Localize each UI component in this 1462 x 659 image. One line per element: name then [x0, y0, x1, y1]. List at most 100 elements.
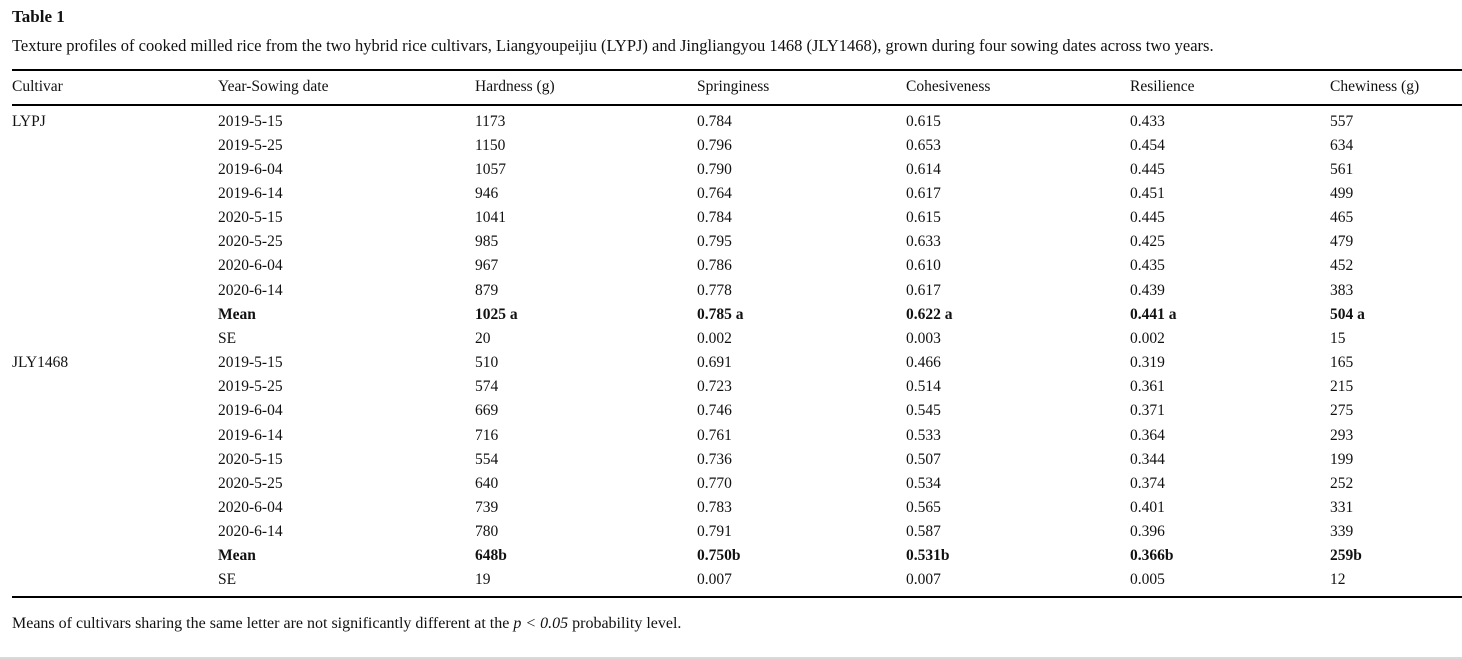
cell-cultivar — [12, 520, 218, 544]
cell-springiness: 0.783 — [697, 499, 732, 516]
cell-hardness: 780 — [475, 523, 499, 541]
cell-chewiness: 504 a — [1330, 305, 1365, 323]
cell-chewiness: 561 — [1330, 160, 1354, 178]
cell-cultivar — [12, 568, 218, 598]
cell-resilience: 0.366b — [1130, 547, 1174, 565]
table-row: 2019-6-14 716 0.761 0.533 0.364 293 — [12, 424, 1462, 448]
cell-resilience: 0.002 — [1130, 329, 1165, 347]
table-row: 2020-5-25 640 0.770 0.534 0.374 252 — [12, 472, 1462, 496]
cell-resilience: 0.433 — [1130, 112, 1165, 130]
cell-hardness: 985 — [475, 233, 499, 251]
cell-hardness: 640 — [475, 474, 499, 492]
cell-springiness: 0.786 — [697, 257, 732, 275]
table-row: Mean 648b 0.750b 0.531b 0.366b 259b — [12, 544, 1462, 568]
table-row: JLY1468 2019-5-15 510 0.691 0.466 0.319 165 — [12, 351, 1462, 375]
cell-hardness: 20 — [475, 329, 491, 347]
cell-cohesiveness: 0.633 — [906, 233, 941, 251]
cell-cultivar — [12, 448, 218, 472]
cell-chewiness: 634 — [1330, 136, 1354, 154]
table-footnote: Means of cultivars sharing the same lett… — [12, 613, 1462, 634]
cell-date: 2019-6-04 — [218, 402, 283, 420]
cell-springiness: 0.795 — [697, 233, 732, 251]
cell-hardness: 1150 — [475, 136, 506, 154]
column-header-chewiness: Chewiness (g) — [1330, 69, 1462, 106]
cell-cultivar — [12, 134, 218, 158]
column-header-springiness: Springiness — [697, 69, 906, 106]
table-row: 2020-5-25 985 0.795 0.633 0.425 479 — [12, 230, 1462, 254]
cell-chewiness: 12 — [1330, 568, 1462, 598]
cell-hardness: 510 — [475, 354, 499, 372]
cell-cultivar — [12, 399, 218, 423]
cell-cohesiveness: 0.507 — [906, 450, 941, 468]
cell-chewiness: 339 — [1330, 523, 1354, 541]
cell-springiness: 0.784 — [697, 112, 732, 130]
column-header-cultivar: Cultivar — [12, 69, 218, 106]
cell-date: 2019-5-15 — [218, 112, 283, 130]
cell-cohesiveness: 0.545 — [906, 402, 941, 420]
cell-cohesiveness: 0.514 — [906, 378, 941, 396]
cell-hardness: 669 — [475, 402, 499, 420]
cell-date: 2020-6-14 — [218, 281, 283, 299]
cell-date: 2019-6-14 — [218, 426, 283, 444]
column-header-cohesiveness: Cohesiveness — [906, 69, 1130, 106]
cell-chewiness: 215 — [1330, 378, 1354, 396]
header-row: Cultivar Year-Sowing date Hardness (g) S… — [12, 69, 1462, 106]
cell-cohesiveness: 0.533 — [906, 426, 941, 444]
cell-cohesiveness: 0.614 — [906, 160, 941, 178]
cell-date: SE — [218, 329, 237, 347]
cell-chewiness: 499 — [1330, 184, 1354, 202]
cell-resilience: 0.445 — [1130, 209, 1165, 227]
cell-date: 2020-5-15 — [218, 450, 283, 468]
cell-date: Mean — [218, 305, 256, 323]
table-row: 2020-6-14 780 0.791 0.587 0.396 339 — [12, 520, 1462, 544]
cell-cultivar — [12, 279, 218, 303]
cell-resilience: 0.454 — [1130, 136, 1165, 154]
cell-cohesiveness: 0.615 — [906, 112, 941, 130]
cell-cultivar — [12, 544, 218, 568]
data-table: Cultivar Year-Sowing date Hardness (g) S… — [12, 68, 1462, 598]
cell-cultivar — [12, 327, 218, 351]
cell-hardness: 19 — [475, 568, 697, 598]
cell-springiness: 0.746 — [697, 402, 732, 420]
cell-springiness: 0.723 — [697, 378, 732, 396]
cell-cultivar — [12, 158, 218, 182]
cell-cultivar — [12, 375, 218, 399]
cell-hardness: 648b — [475, 547, 507, 565]
cell-date: 2020-6-04 — [218, 257, 283, 275]
cell-chewiness: 383 — [1330, 281, 1354, 299]
cell-resilience: 0.396 — [1130, 523, 1165, 541]
cell-resilience: 0.451 — [1130, 184, 1165, 202]
cell-chewiness: 275 — [1330, 402, 1354, 420]
cell-resilience: 0.435 — [1130, 257, 1165, 275]
cell-cohesiveness: 0.617 — [906, 281, 941, 299]
cell-resilience: 0.439 — [1130, 281, 1165, 299]
cell-cohesiveness: 0.003 — [906, 329, 941, 347]
cell-date: Mean — [218, 547, 256, 565]
cell-springiness: 0.784 — [697, 209, 732, 227]
cell-hardness: 554 — [475, 450, 499, 468]
table-row: 2020-6-04 739 0.783 0.565 0.401 331 — [12, 496, 1462, 520]
cell-date: 2019-6-14 — [218, 184, 283, 202]
table-row: Mean 1025 a 0.785 a 0.622 a 0.441 a 504 a — [12, 303, 1462, 327]
cell-resilience: 0.374 — [1130, 474, 1165, 492]
cell-hardness: 1041 — [475, 209, 506, 227]
cell-date: 2019-5-15 — [218, 354, 283, 372]
cell-cultivar — [12, 496, 218, 520]
cell-hardness: 716 — [475, 426, 499, 444]
cell-cultivar — [12, 303, 218, 327]
cell-cultivar — [12, 254, 218, 278]
cell-hardness: 879 — [475, 281, 499, 299]
cell-springiness: 0.736 — [697, 450, 732, 468]
cell-cohesiveness: 0.622 a — [906, 305, 953, 323]
table-body: LYPJ 2019-5-15 1173 0.784 0.615 0.433 557 2019-… — [12, 105, 1462, 598]
cell-springiness: 0.770 — [697, 474, 732, 492]
cell-cohesiveness: 0.653 — [906, 136, 941, 154]
cell-hardness: 1057 — [475, 160, 506, 178]
table-row: 2019-5-25 1150 0.796 0.653 0.454 634 — [12, 134, 1462, 158]
cell-date: SE — [218, 568, 475, 598]
cell-cohesiveness: 0.615 — [906, 209, 941, 227]
cell-hardness: 739 — [475, 499, 499, 516]
footnote-text-post: probability level. — [568, 614, 682, 632]
cell-chewiness: 557 — [1330, 112, 1354, 130]
cell-hardness: 946 — [475, 184, 499, 202]
